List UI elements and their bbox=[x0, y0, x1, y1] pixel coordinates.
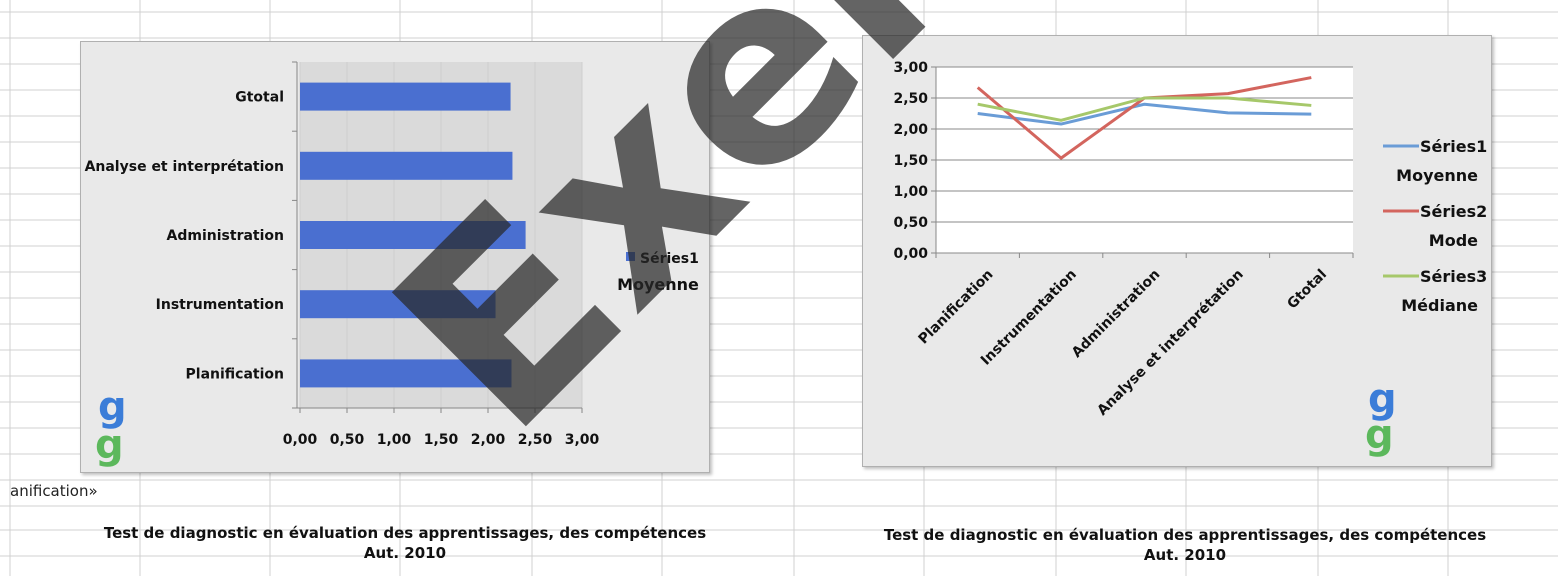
x-category-label: Planification bbox=[916, 267, 997, 348]
left-caption-line1: Test de diagnostic en évaluation des app… bbox=[103, 524, 707, 542]
left-caption-line2: Aut. 2010 bbox=[363, 544, 447, 562]
legend-series-name: Séries3 bbox=[1420, 267, 1487, 286]
legend-series-label: Moyenne bbox=[1396, 166, 1478, 185]
x-category-label: Analyse et interprétation bbox=[1094, 267, 1246, 419]
legend-series-label: Moyenne bbox=[617, 275, 699, 294]
x-category-label: Administration bbox=[1069, 267, 1163, 361]
legend-series-label: Mode bbox=[1429, 231, 1478, 250]
legend-swatch bbox=[626, 252, 635, 261]
bar-2 bbox=[300, 221, 526, 249]
legend-series-name: Séries2 bbox=[1420, 202, 1487, 221]
x-tick-label: 2,50 bbox=[518, 432, 553, 448]
bar-0 bbox=[300, 359, 512, 388]
category-label: Instrumentation bbox=[156, 297, 284, 313]
bar-1 bbox=[300, 290, 496, 319]
line-series-1 bbox=[977, 102, 1312, 126]
logo-g-bottom: g bbox=[1365, 412, 1394, 458]
y-tick-label: 2,00 bbox=[893, 122, 928, 138]
category-label: Analyse et interprétation bbox=[85, 159, 284, 175]
y-tick-label: 1,50 bbox=[893, 153, 928, 169]
logo-g-top: g bbox=[1368, 376, 1397, 422]
right-caption-line2: Aut. 2010 bbox=[1143, 546, 1227, 564]
y-tick-label: 1,00 bbox=[893, 184, 928, 200]
legend-series-name: Séries1 bbox=[640, 251, 699, 267]
logo-right: g g bbox=[1365, 376, 1397, 458]
x-tick-label: 3,00 bbox=[565, 432, 600, 448]
bar-3 bbox=[300, 151, 513, 180]
x-category-label: Gtotal bbox=[1284, 267, 1330, 313]
x-tick-label: 2,00 bbox=[471, 432, 506, 448]
category-label: Administration bbox=[167, 228, 284, 244]
logo-g-top: g bbox=[98, 384, 127, 430]
legend-series-label: Médiane bbox=[1401, 296, 1478, 315]
y-tick-label: 0,50 bbox=[893, 215, 928, 231]
x-category-label: Instrumentation bbox=[978, 267, 1080, 369]
bar-4 bbox=[300, 82, 511, 111]
left-caption: Test de diagnostic en évaluation des app… bbox=[60, 523, 750, 563]
x-tick-label: 1,00 bbox=[377, 432, 412, 448]
y-tick-label: 0,00 bbox=[893, 246, 928, 262]
x-tick-label: 0,50 bbox=[330, 432, 365, 448]
x-tick-label: 0,00 bbox=[283, 432, 318, 448]
legend-series-name: Séries1 bbox=[1420, 137, 1487, 156]
logo-left: g g bbox=[95, 384, 127, 468]
line-series-3 bbox=[977, 96, 1312, 122]
cell-text-fragment: anification» bbox=[10, 482, 98, 500]
y-tick-label: 2,50 bbox=[893, 91, 928, 107]
right-caption-line1: Test de diagnostic en évaluation des app… bbox=[883, 526, 1487, 544]
x-tick-label: 1,50 bbox=[424, 432, 459, 448]
category-label: Planification bbox=[186, 366, 284, 382]
right-caption: Test de diagnostic en évaluation des app… bbox=[840, 525, 1530, 565]
logo-g-bottom: g bbox=[95, 422, 124, 468]
category-label: Gtotal bbox=[235, 90, 284, 106]
y-tick-label: 3,00 bbox=[893, 60, 928, 76]
